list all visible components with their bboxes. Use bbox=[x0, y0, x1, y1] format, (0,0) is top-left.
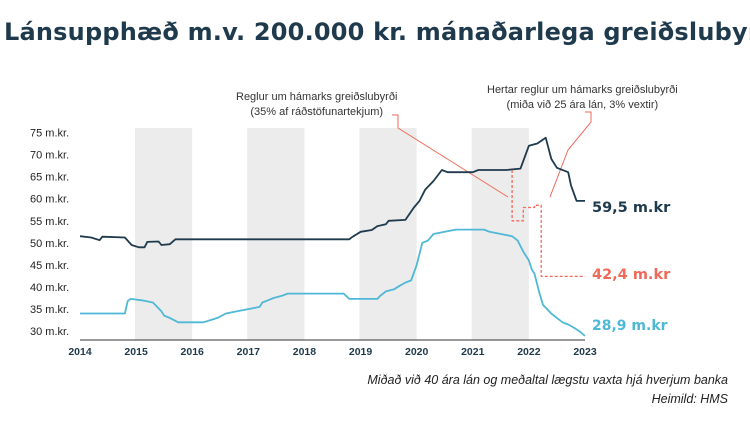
series-line-dark bbox=[79, 136, 585, 249]
x-tick-label: 2016 bbox=[181, 346, 205, 358]
x-axis: 2014 2015 2016 2017 2018 2019 2020 2021 2022 2023 bbox=[68, 346, 597, 358]
y-tick-label: 35 m.kr. bbox=[30, 304, 69, 316]
x-tick-label: 2022 bbox=[517, 346, 541, 358]
year-band-2015 bbox=[134, 128, 193, 340]
y-tick-label: 70 m.kr. bbox=[30, 150, 69, 162]
x-tick-label: 2023 bbox=[573, 346, 597, 358]
annotation-leaders bbox=[392, 111, 592, 198]
y-tick-label: 60 m.kr. bbox=[30, 194, 69, 206]
annotation-2-line1: Hertar reglur um hámarks greiðslubyrði bbox=[487, 84, 678, 96]
x-tick-label: 2020 bbox=[405, 346, 429, 358]
chart-title: Lánsupphæð m.v. 200.000 kr. mánaðarlega … bbox=[4, 18, 750, 46]
annotation-1-leader bbox=[392, 114, 509, 198]
y-tick-label: 45 m.kr. bbox=[30, 260, 69, 272]
annotation-2: Hertar reglur um hámarks greiðslubyrði (… bbox=[487, 83, 678, 113]
y-tick-label: 75 m.kr. bbox=[30, 127, 69, 139]
source: Heimild: HMS bbox=[651, 392, 728, 406]
y-tick-label: 40 m.kr. bbox=[30, 282, 69, 294]
x-tick-label: 2019 bbox=[349, 346, 373, 358]
series-line-red bbox=[511, 170, 585, 278]
x-tick-label: 2015 bbox=[124, 346, 148, 358]
year-band-2017 bbox=[247, 128, 305, 340]
annotation-2-leader bbox=[549, 111, 592, 198]
annotation-1-line2: (35% af ráðstöfunartekjum) bbox=[250, 106, 384, 118]
series-line-light bbox=[80, 228, 586, 337]
y-axis: 30 m.kr. 35 m.kr. 40 m.kr. 45 m.kr. 50 m.kr.… bbox=[30, 127, 69, 338]
end-label-red: 42,4 m.kr bbox=[592, 267, 671, 283]
annotation-1-line1: Reglur um hámarks greiðslubyrði bbox=[236, 91, 398, 103]
end-label-light: 28,9 m.kr bbox=[592, 318, 668, 334]
y-tick-label: 30 m.kr. bbox=[30, 326, 69, 338]
footnote: Miðað við 40 ára lán og meðaltal lægstu … bbox=[367, 373, 728, 387]
x-tick-label: 2014 bbox=[68, 346, 92, 358]
end-label-dark: 59,5 m.kr bbox=[592, 200, 671, 216]
annotation-1: Reglur um hámarks greiðslubyrði (35% af … bbox=[236, 90, 397, 120]
year-band-2019 bbox=[359, 128, 417, 340]
x-tick-label: 2021 bbox=[461, 346, 485, 358]
annotation-2-line2: (miða við 25 ára lán, 3% vextir) bbox=[506, 99, 659, 111]
y-tick-label: 55 m.kr. bbox=[30, 216, 69, 228]
x-tick-label: 2017 bbox=[237, 346, 261, 358]
series bbox=[79, 136, 586, 337]
x-tick-label: 2018 bbox=[293, 346, 317, 358]
end-labels: 59,5 m.kr 28,9 m.kr 42,4 m.kr bbox=[592, 200, 671, 334]
year-bands bbox=[134, 128, 529, 340]
y-tick-label: 65 m.kr. bbox=[30, 172, 69, 184]
y-tick-label: 50 m.kr. bbox=[30, 238, 69, 250]
